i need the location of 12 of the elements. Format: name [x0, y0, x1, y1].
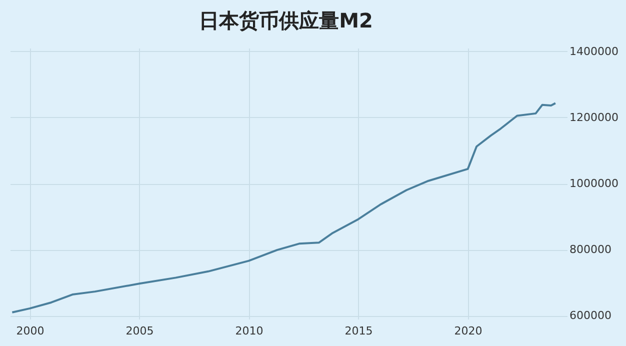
x-tick-label: 2015	[344, 324, 373, 338]
x-tick-label: 2010	[235, 324, 264, 338]
line-series	[11, 102, 556, 314]
x-tick-label: 2000	[16, 324, 44, 338]
y-tick-label: 600000	[570, 309, 612, 322]
y-tick-label: 800000	[570, 243, 612, 256]
x-tick-label: 2020	[454, 324, 482, 338]
chart-title: 日本货币供应量M2	[199, 8, 373, 32]
y-tick-label: 1000000	[570, 177, 618, 190]
x-tick-label: 2005	[126, 324, 154, 338]
y-tick-label: 1400000	[570, 44, 618, 58]
y-tick-label: 1200000	[570, 110, 618, 124]
